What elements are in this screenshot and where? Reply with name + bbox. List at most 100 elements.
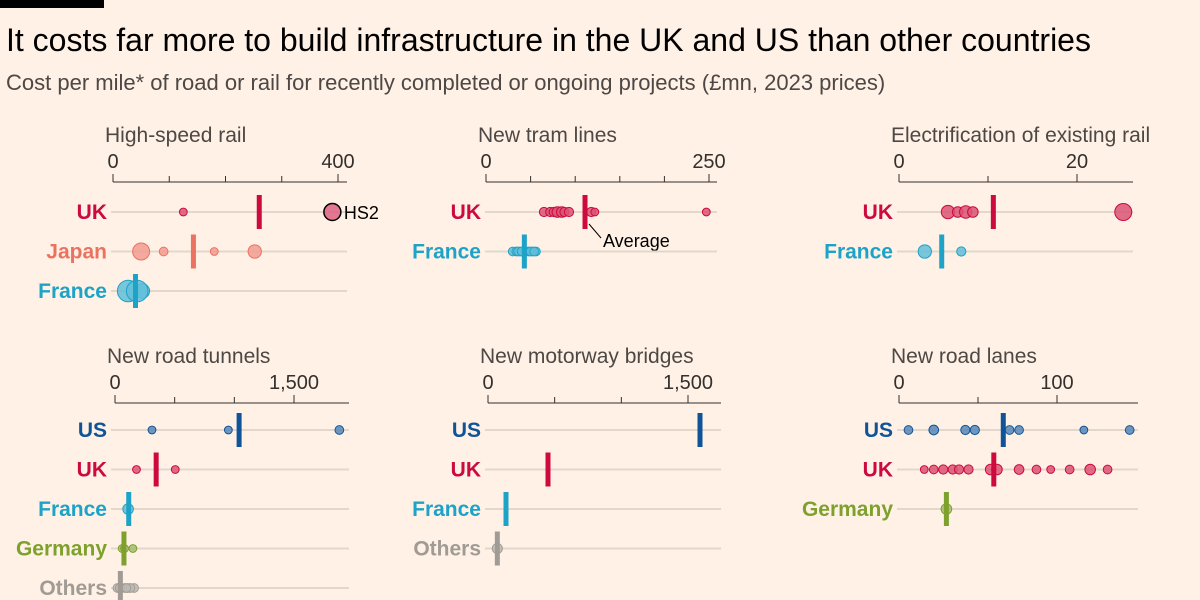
panel-4: New motorway bridges 0 1,500 US UK France Othe… [412,345,721,566]
average-marker [236,413,242,447]
category-label: UK [863,201,893,224]
chart-title: It costs far more to build infrastructur… [6,22,1091,58]
data-point [170,465,180,474]
data-point [323,202,342,222]
annotation-leader [588,223,602,239]
tick-label: 0 [893,151,904,173]
data-point [178,207,188,217]
row-france: France [38,274,347,308]
annotation-text: Average [603,231,670,251]
data-point [529,246,540,257]
data-point [938,464,949,475]
category-label: US [78,419,107,442]
data-point [960,424,971,436]
row-france: France [412,492,721,526]
tick-label: 0 [480,151,491,173]
average-marker [153,452,159,487]
row-others: Others [39,571,349,600]
average-marker [939,234,945,269]
row-us: US [78,413,349,447]
panel-2: Electrification of existing rail 0 20 UK Fra… [824,124,1150,269]
category-label: Japan [46,241,107,264]
panel-0: High-speed rail 0 400 UK HS2 Japan France [38,124,379,308]
average-marker [117,571,123,600]
category-label: US [452,419,481,442]
data-point [128,544,138,553]
data-point [147,425,157,435]
category-label: Others [39,577,107,600]
data-point [158,246,169,257]
average-marker [545,452,551,487]
average-marker [697,413,703,447]
data-point [1004,425,1015,435]
row-uk: UK [863,452,1138,487]
row-us: US [864,413,1138,447]
data-point [247,244,262,259]
data-point [919,465,929,474]
average-marker [494,531,500,566]
data-point [1124,425,1135,435]
category-label: UK [77,459,107,482]
category-label: US [864,419,893,442]
panel-5: New road lanes 0 100 US UK Germany [802,345,1138,526]
point-label: HS2 [344,203,379,223]
tick-label: 20 [1066,151,1088,173]
average-marker [582,195,588,229]
tick-label: 0 [482,372,493,394]
data-point [334,425,345,435]
tick-label: 400 [321,151,354,173]
row-uk: UK HS2 [77,195,379,229]
panel-title: New road lanes [891,345,1037,368]
category-label: UK [451,201,481,224]
data-point [132,465,141,474]
row-uk: UK [863,195,1133,229]
row-france: France [412,234,717,269]
category-label: France [824,241,893,264]
data-point [1114,203,1133,221]
category-label: France [38,498,107,521]
tick-label: 0 [893,372,904,394]
row-uk: UK Average [451,195,717,251]
data-point [967,206,979,218]
average-marker [943,492,949,526]
data-point [563,206,575,218]
data-point [917,244,932,259]
row-others: Others [413,531,721,566]
data-point [1064,464,1075,475]
average-marker [503,492,509,526]
data-point [953,464,965,475]
tick-label: 1,500 [663,372,713,394]
tick-label: 100 [1040,372,1073,394]
row-japan: Japan [46,234,347,269]
data-point [1031,464,1042,475]
panel-title: New tram lines [478,124,617,147]
panel-1: New tram lines 0 250 UK Average France [412,124,726,269]
row-france: France [38,492,349,526]
data-point [1102,464,1113,475]
category-label: France [38,280,107,303]
panel-3: New road tunnels 0 1,500 US UK France Germany O… [16,345,349,600]
average-marker [256,195,262,229]
data-point [1084,463,1096,476]
average-marker [990,195,996,229]
tick-label: 0 [109,372,120,394]
data-point [963,464,974,475]
panel-title: New road tunnels [107,345,270,368]
chart-subtitle: Cost per mile* of road or rail for recen… [6,70,886,95]
data-point [590,207,600,217]
average-marker [521,234,527,269]
data-point [223,425,233,435]
average-marker [991,452,997,487]
data-point [969,424,980,436]
data-point [928,424,940,436]
data-point [132,242,151,261]
data-point [1046,465,1056,474]
category-label: UK [863,459,893,482]
brand-bar [0,0,104,8]
data-point [1014,425,1024,435]
category-label: Germany [802,498,893,521]
data-point [1079,425,1089,435]
average-marker [133,274,138,308]
panel-title: Electrification of existing rail [891,124,1150,147]
